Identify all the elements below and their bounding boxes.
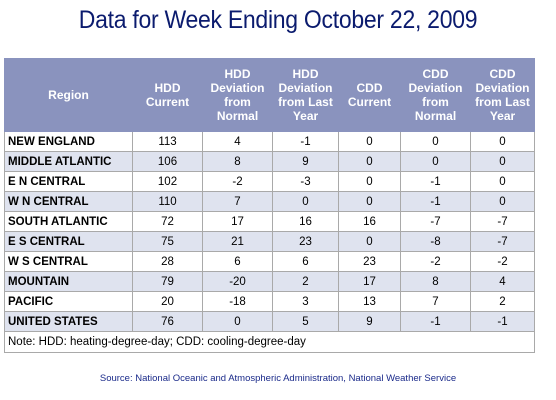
data-table-container: Region HDD Current HDD Deviation from No… (4, 58, 535, 353)
table-row: E N CENTRAL 102 -2 -3 0 -1 0 (4, 171, 535, 192)
value-cell: 6 (202, 251, 273, 272)
value-cell: 0 (400, 131, 471, 152)
source-citation: Source: National Oceanic and Atmospheric… (99, 373, 457, 384)
region-cell: W S CENTRAL (4, 251, 133, 272)
value-cell: 4 (202, 131, 273, 152)
table-row: W S CENTRAL 28 6 6 23 -2 -2 (4, 251, 535, 272)
region-cell: NEW ENGLAND (4, 131, 133, 152)
value-cell: 20 (132, 291, 203, 312)
region-cell: E N CENTRAL (4, 171, 133, 192)
value-cell: 17 (202, 211, 273, 232)
column-header-cdd-deviation-normal: CDD Deviation from Normal (400, 58, 471, 132)
value-cell: 113 (132, 131, 203, 152)
table-row: SOUTH ATLANTIC 72 17 16 16 -7 -7 (4, 211, 535, 232)
value-cell: 102 (132, 171, 203, 192)
value-cell: 7 (400, 291, 471, 312)
region-cell: MIDDLE ATLANTIC (4, 151, 133, 172)
value-cell: -2 (470, 251, 535, 272)
value-cell: -7 (400, 211, 471, 232)
note-row: Note: HDD: heating-degree-day; CDD: cool… (4, 331, 535, 353)
value-cell: -1 (272, 131, 339, 152)
value-cell: 79 (132, 271, 203, 292)
value-cell: 0 (338, 151, 401, 172)
region-cell: W N CENTRAL (4, 191, 133, 212)
column-header-hdd-deviation-normal: HDD Deviation from Normal (202, 58, 273, 132)
value-cell: 0 (470, 151, 535, 172)
column-header-region: Region (4, 58, 133, 132)
value-cell: 8 (400, 271, 471, 292)
value-cell: -1 (400, 171, 471, 192)
value-cell: 2 (470, 291, 535, 312)
table-note: Note: HDD: heating-degree-day; CDD: cool… (4, 331, 535, 353)
value-cell: 0 (470, 131, 535, 152)
value-cell: 7 (202, 191, 273, 212)
value-cell: 106 (132, 151, 203, 172)
value-cell: 16 (338, 211, 401, 232)
value-cell: 16 (272, 211, 339, 232)
value-cell: 8 (202, 151, 273, 172)
value-cell: 13 (338, 291, 401, 312)
value-cell: 17 (338, 271, 401, 292)
value-cell: 76 (132, 311, 203, 332)
value-cell: 0 (202, 311, 273, 332)
column-header-cdd-deviation-last-year: CDD Deviation from Last Year (470, 58, 535, 132)
table-row: MOUNTAIN 79 -20 2 17 8 4 (4, 271, 535, 292)
value-cell: 75 (132, 231, 203, 252)
value-cell: 72 (132, 211, 203, 232)
table-row: E S CENTRAL 75 21 23 0 -8 -7 (4, 231, 535, 252)
region-cell: UNITED STATES (4, 311, 133, 332)
weather-data-table: Region HDD Current HDD Deviation from No… (4, 58, 535, 353)
value-cell: -1 (400, 191, 471, 212)
value-cell: -20 (202, 271, 273, 292)
value-cell: -2 (202, 171, 273, 192)
region-cell: MOUNTAIN (4, 271, 133, 292)
value-cell: 4 (470, 271, 535, 292)
value-cell: 2 (272, 271, 339, 292)
value-cell: 28 (132, 251, 203, 272)
column-header-hdd-deviation-last-year: HDD Deviation from Last Year (272, 58, 339, 132)
value-cell: 0 (272, 191, 339, 212)
value-cell: 0 (338, 171, 401, 192)
column-header-hdd-current: HDD Current (132, 58, 203, 132)
page-title: Data for Week Ending October 22, 2009 (78, 6, 478, 34)
table-row: W N CENTRAL 110 7 0 0 -1 0 (4, 191, 535, 212)
value-cell: -1 (470, 311, 535, 332)
table-row: NEW ENGLAND 113 4 -1 0 0 0 (4, 131, 535, 152)
value-cell: -3 (272, 171, 339, 192)
table-row: PACIFIC 20 -18 3 13 7 2 (4, 291, 535, 312)
value-cell: 0 (338, 191, 401, 212)
value-cell: 21 (202, 231, 273, 252)
value-cell: -8 (400, 231, 471, 252)
value-cell: 23 (272, 231, 339, 252)
region-cell: PACIFIC (4, 291, 133, 312)
value-cell: 9 (338, 311, 401, 332)
value-cell: -7 (470, 231, 535, 252)
value-cell: 0 (470, 171, 535, 192)
value-cell: 0 (338, 131, 401, 152)
region-cell: SOUTH ATLANTIC (4, 211, 133, 232)
header-row: Region HDD Current HDD Deviation from No… (4, 58, 535, 132)
region-cell: E S CENTRAL (4, 231, 133, 252)
value-cell: 6 (272, 251, 339, 272)
value-cell: -2 (400, 251, 471, 272)
value-cell: 0 (338, 231, 401, 252)
value-cell: -7 (470, 211, 535, 232)
value-cell: 3 (272, 291, 339, 312)
value-cell: 5 (272, 311, 339, 332)
value-cell: 9 (272, 151, 339, 172)
value-cell: 0 (400, 151, 471, 172)
value-cell: 110 (132, 191, 203, 212)
column-header-cdd-current: CDD Current (338, 58, 401, 132)
table-row: UNITED STATES 76 0 5 9 -1 -1 (4, 311, 535, 332)
value-cell: 0 (470, 191, 535, 212)
value-cell: -1 (400, 311, 471, 332)
value-cell: -18 (202, 291, 273, 312)
table-row: MIDDLE ATLANTIC 106 8 9 0 0 0 (4, 151, 535, 172)
value-cell: 23 (338, 251, 401, 272)
